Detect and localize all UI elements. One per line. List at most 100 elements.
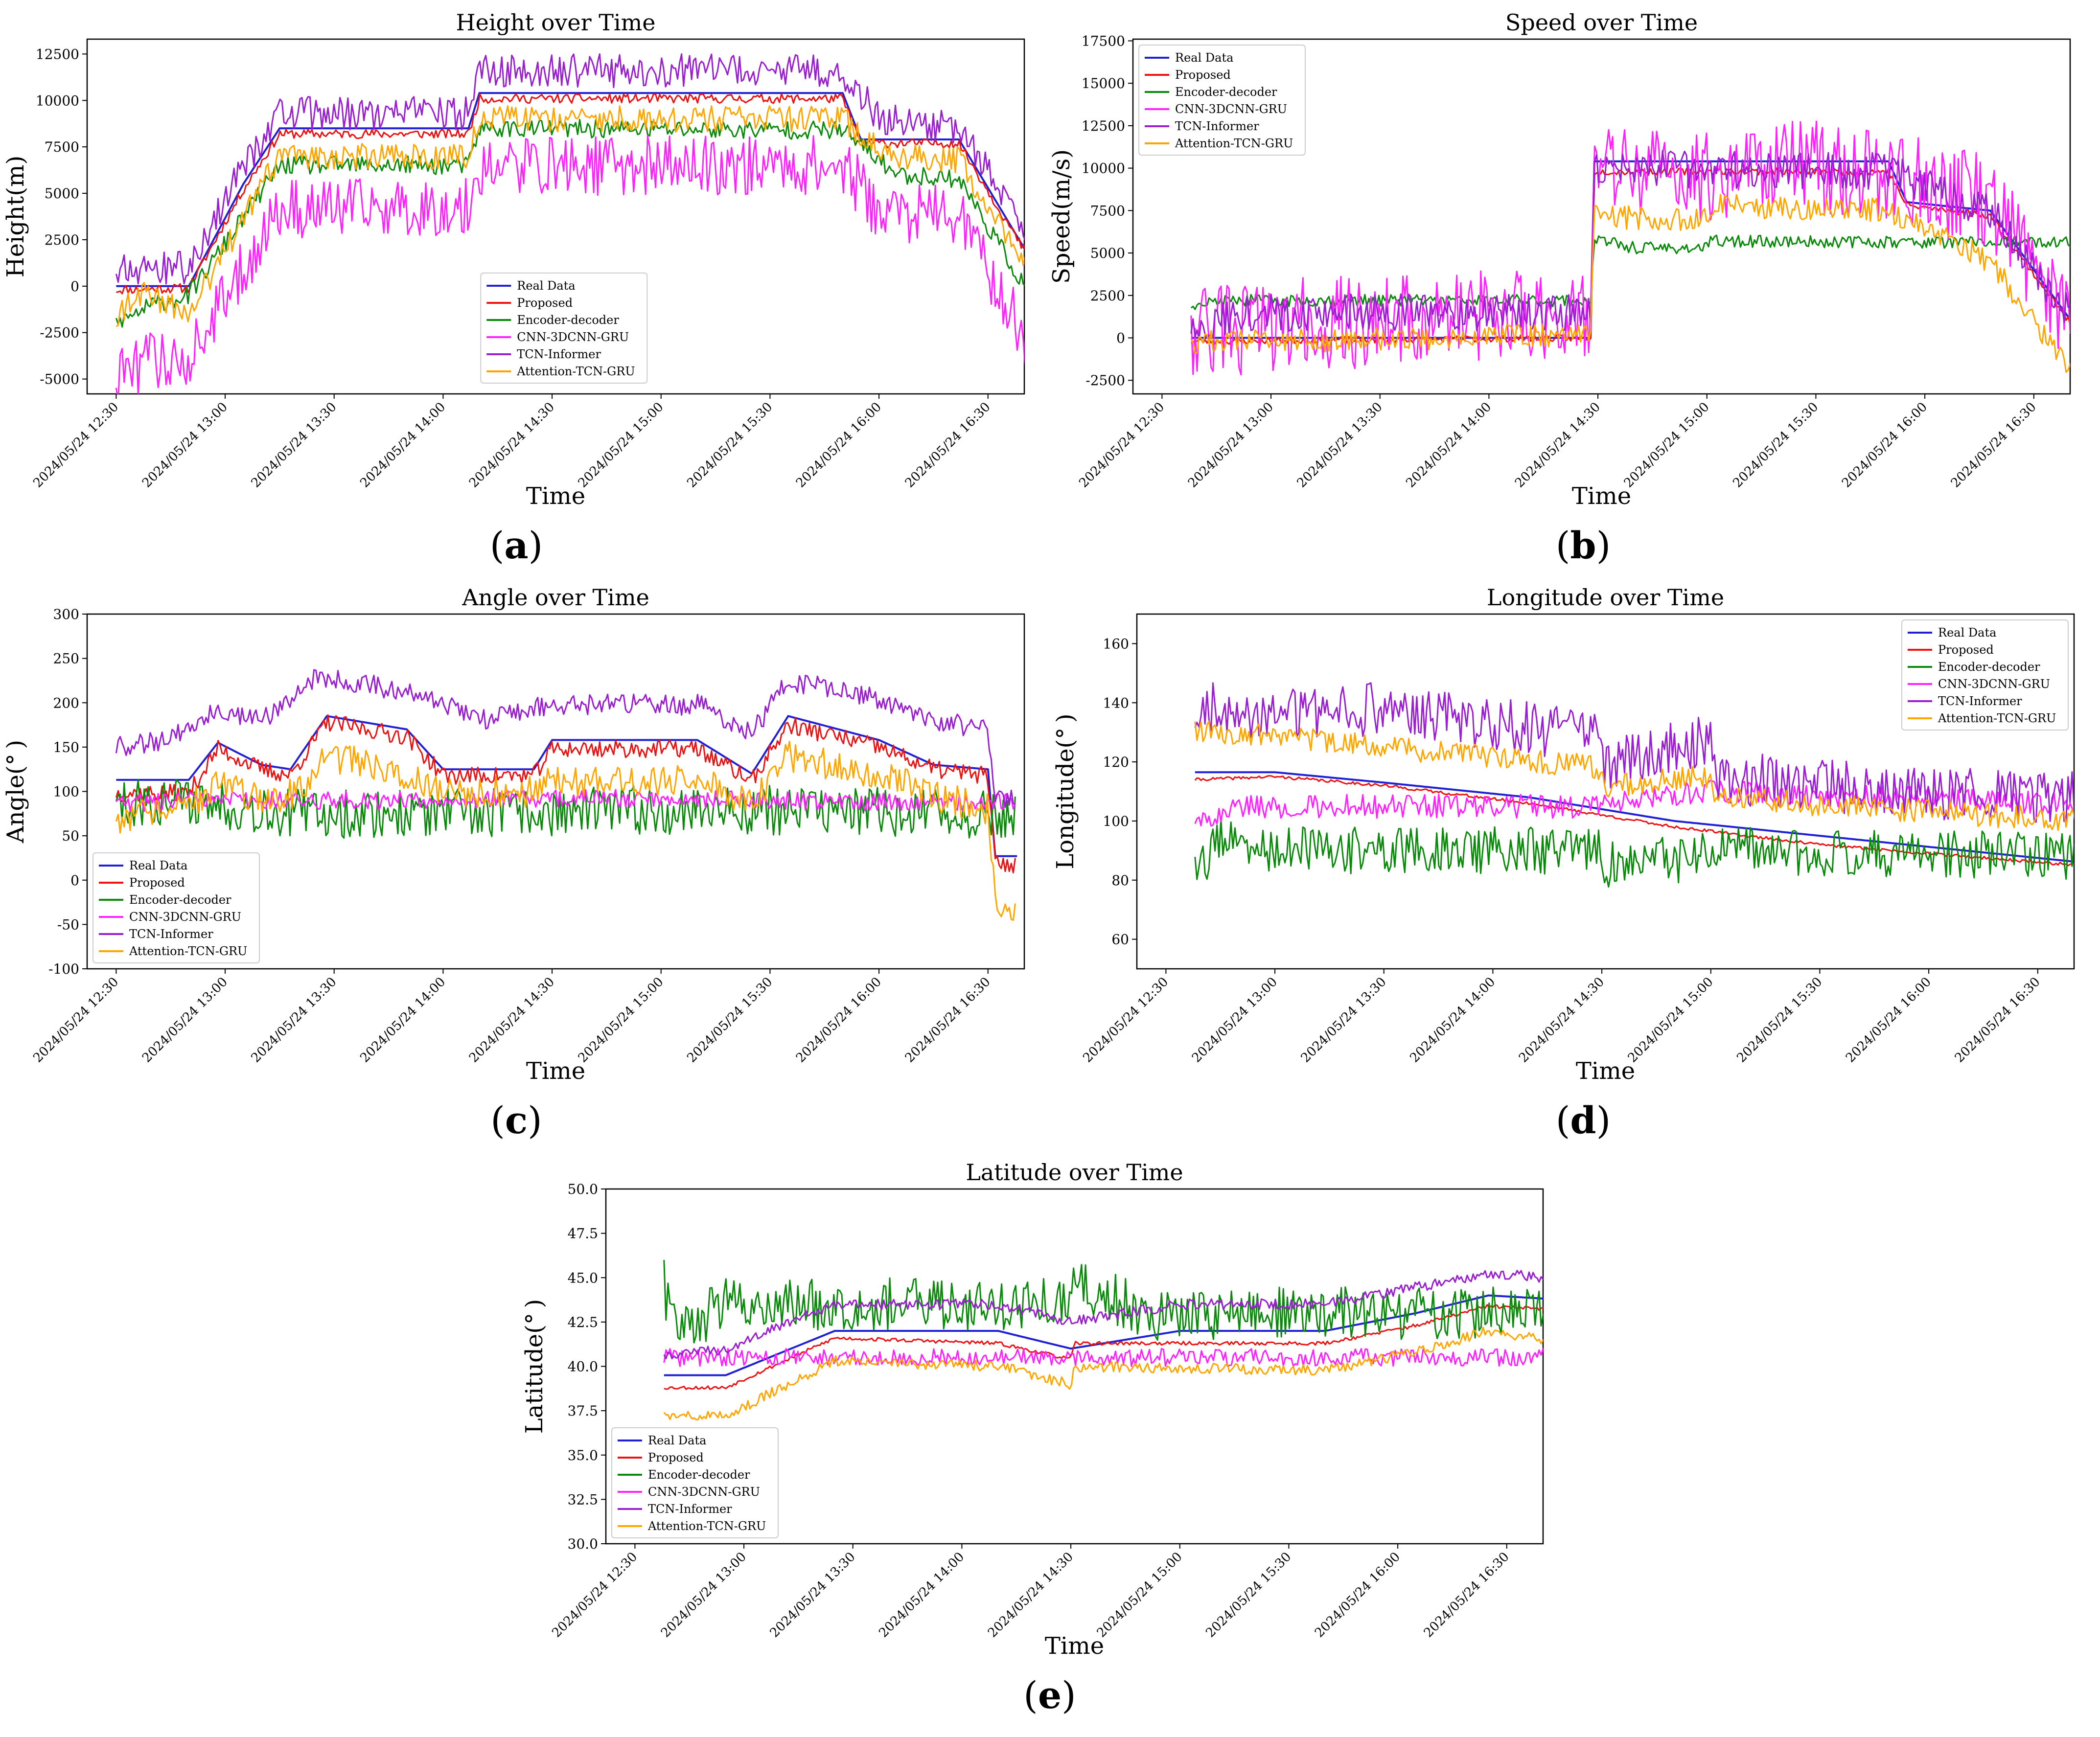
series-line-tcn-informer — [1190, 150, 2070, 340]
legend: Real Data Proposed Encoder-decoder CNN-3DCN… — [1901, 619, 2069, 731]
panel-letter-a: a — [504, 524, 529, 567]
x-axis-label: Time — [526, 482, 585, 510]
y-tick-label: 17500 — [1082, 33, 1125, 49]
series-line-attention-tcn-gru — [115, 741, 1016, 921]
legend-label: Attention-TCN-GRU — [1175, 137, 1293, 150]
series-line-tcn-informer — [115, 53, 1024, 285]
y-tick-label: 47.5 — [568, 1226, 598, 1242]
legend-label: Proposed — [129, 876, 185, 890]
x-tick-label: 2024/05/24 14:00 — [357, 400, 448, 491]
y-tick-label: 7500 — [1090, 203, 1125, 219]
legend-label: Proposed — [648, 1451, 704, 1464]
x-tick-label: 2024/05/24 15:30 — [684, 400, 775, 491]
series-line-real-data — [116, 92, 1024, 287]
x-tick-label: 2024/05/24 13:30 — [1298, 975, 1389, 1066]
y-tick-label: 5000 — [1090, 245, 1125, 261]
x-tick-label: 2024/05/24 15:00 — [1094, 1550, 1185, 1641]
x-tick-label: 2024/05/24 13:00 — [1185, 400, 1276, 491]
series-line-proposed — [1194, 775, 2074, 867]
legend-label: Encoder-decoder — [517, 313, 619, 327]
series-line-real-data — [1191, 160, 2070, 339]
y-tick-label: 30.0 — [568, 1536, 598, 1552]
x-tick-label: 2024/05/24 13:00 — [139, 975, 231, 1066]
series-line-cnn-3dcnn-gru — [115, 135, 1024, 394]
panel-label-a: (a) — [489, 524, 543, 567]
legend-label: Attention-TCN-GRU — [129, 944, 247, 958]
legend-label: TCN-Informer — [1175, 119, 1259, 133]
y-tick-label: 300 — [53, 606, 79, 622]
x-axis-label: Time — [1045, 1632, 1104, 1660]
chart-title: Latitude over Time — [966, 1159, 1183, 1186]
series-group — [663, 1260, 1543, 1421]
legend-box — [92, 852, 260, 963]
x-tick-label: 2024/05/24 16:00 — [1839, 400, 1930, 491]
y-tick-label: 200 — [53, 695, 79, 711]
x-tick-label: 2024/05/24 15:30 — [1203, 1550, 1294, 1641]
y-tick-label: 10000 — [36, 92, 79, 109]
x-tick-label: 2024/05/24 15:00 — [576, 975, 667, 1066]
chart-latitude-over-time: Latitude over Time 30.0 32.5 35.0 37.5 40.0 42… — [521, 1159, 1544, 1660]
x-tick-label: 2024/05/24 12:30 — [30, 400, 121, 491]
x-tick-label: 2024/05/24 15:30 — [684, 975, 775, 1066]
y-axis-label: Longitude(° ) — [1052, 713, 1079, 869]
series-group — [115, 669, 1017, 921]
panel-letter-e: e — [1038, 1673, 1062, 1717]
series-line-cnn-3dcnn-gru — [663, 1348, 1543, 1367]
y-tick-label: 50.0 — [568, 1181, 598, 1197]
series-line-encoder-decoder — [115, 778, 1016, 839]
y-tick-label: 42.5 — [568, 1314, 598, 1330]
series-line-encoder-decoder — [1190, 234, 2070, 310]
chart-title: Longitude over Time — [1487, 584, 1724, 611]
x-tick-label: 2024/05/24 15:00 — [576, 400, 667, 491]
y-tick-label: 10000 — [1082, 160, 1125, 177]
x-tick-label: 2024/05/24 16:30 — [1421, 1550, 1512, 1641]
y-tick-label: 160 — [1103, 636, 1129, 652]
legend-label: CNN-3DCNN-GRU — [648, 1485, 760, 1499]
chart-angle-over-time: Angle over Time -100 -50 0 50 100 150 200 250 300… — [2, 584, 1025, 1085]
series-line-attention-tcn-gru — [1190, 194, 2070, 373]
legend-box — [480, 273, 648, 384]
y-tick-label: 37.5 — [568, 1403, 598, 1419]
x-tick-label: 2024/05/24 16:30 — [902, 975, 993, 1066]
y-tick-label: 12500 — [36, 46, 79, 62]
series-line-proposed — [1191, 167, 2070, 345]
series-line-encoder-decoder — [1194, 818, 2074, 888]
legend-label: Encoder-decoder — [129, 893, 231, 907]
x-tick-label: 2024/05/24 12:30 — [1080, 975, 1171, 1066]
legend: Real Data Proposed Encoder-decoder CNN-3DCN… — [92, 852, 260, 963]
legend-label: TCN-Informer — [648, 1502, 732, 1516]
x-tick-label: 2024/05/24 13:30 — [1294, 400, 1385, 491]
x-tick-label: 2024/05/24 14:30 — [1512, 400, 1603, 491]
panel-letter-b: b — [1570, 524, 1596, 567]
x-tick-label: 2024/05/24 16:00 — [793, 400, 884, 491]
legend-box — [611, 1427, 779, 1538]
y-tick-label: 2500 — [1090, 288, 1125, 304]
legend-label: Real Data — [1175, 51, 1233, 65]
y-tick-label: 120 — [1103, 754, 1129, 770]
plot-frame — [1132, 38, 2071, 395]
x-tick-label: 2024/05/24 15:30 — [1730, 400, 1821, 491]
x-tick-label: 2024/05/24 16:00 — [1843, 975, 1934, 1066]
y-tick-label: 7500 — [45, 139, 79, 155]
panel-label-c: (c) — [490, 1098, 542, 1142]
y-tick-label: 0 — [70, 278, 79, 295]
y-tick-label: 0 — [1116, 330, 1125, 346]
x-tick-label: 2024/05/24 14:30 — [1516, 975, 1607, 1066]
plot-frame — [86, 38, 1025, 395]
plot-frame — [1136, 613, 2075, 970]
y-tick-label: 150 — [53, 739, 79, 755]
legend-label: CNN-3DCNN-GRU — [1938, 677, 2050, 691]
series-line-proposed — [664, 1304, 1543, 1390]
legend-label: Real Data — [517, 279, 575, 293]
x-tick-label: 2024/05/24 13:30 — [249, 975, 340, 1066]
chart-title: Angle over Time — [462, 584, 649, 611]
legend-label: CNN-3DCNN-GRU — [129, 910, 241, 924]
legend-label: Attention-TCN-GRU — [647, 1519, 766, 1533]
y-tick-label: -2500 — [1085, 372, 1125, 389]
legend-label: Real Data — [648, 1434, 706, 1447]
y-tick-label: 60 — [1111, 932, 1129, 948]
y-axis-label: Speed(m/s) — [1050, 149, 1075, 284]
legend-label: Proposed — [517, 296, 573, 310]
series-line-proposed — [116, 93, 1024, 295]
y-axis-label: Height(m) — [2, 156, 29, 278]
